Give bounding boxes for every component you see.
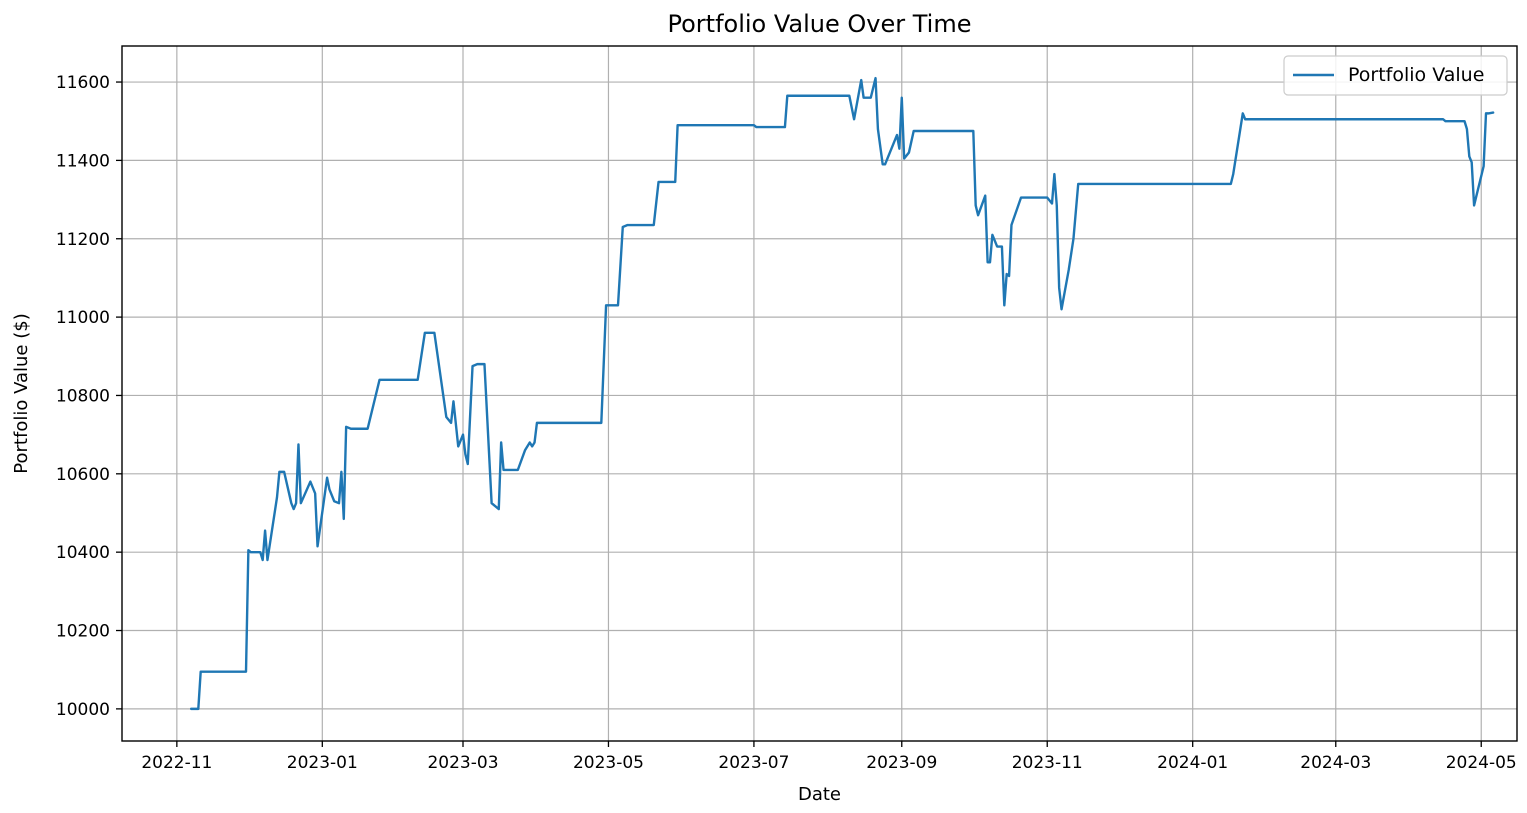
gridlines [122,46,1517,741]
legend-label: Portfolio Value [1348,64,1484,86]
plot-frame [121,45,1518,742]
y-tick-label: 11600 [56,73,110,93]
x-tick-label: 2024-01 [1157,753,1228,773]
x-tick-label: 2023-03 [427,753,498,773]
x-tick-label: 2023-01 [287,753,358,773]
x-tick-label: 2024-05 [1446,753,1517,773]
x-axis: 2022-11 2023-01 2023-03 2023-05 2023-07 2023-… [141,741,1517,773]
x-tick-label: 2023-09 [866,753,937,773]
x-axis-label: Date [798,784,841,805]
y-tick-label: 11400 [56,151,110,171]
series-line-0 [189,76,1495,711]
y-tick-label: 10600 [56,465,110,485]
x-tick-label: 2022-11 [141,753,212,773]
y-tick-label: 10400 [56,543,110,563]
series-layer [189,76,1495,711]
y-tick-label: 10200 [56,622,110,642]
y-tick-label: 11000 [56,308,110,328]
x-tick-label: 2024-03 [1300,753,1371,773]
x-tick-label: 2023-07 [718,753,789,773]
legend-box [1283,55,1508,96]
legend: Portfolio Value [1283,55,1508,96]
chart-title: Portfolio Value Over Time [668,10,972,38]
y-axis-label: Portfolio Value ($) [11,313,32,473]
y-tick-label: 10800 [56,386,110,406]
x-tick-label: 2023-11 [1012,753,1083,773]
x-tick-label: 2023-05 [573,753,644,773]
y-axis: 10000 10200 10400 10600 10800 11000 11200 11400… [56,73,122,720]
y-tick-label: 11200 [56,230,110,250]
y-tick-label: 10000 [56,700,110,720]
